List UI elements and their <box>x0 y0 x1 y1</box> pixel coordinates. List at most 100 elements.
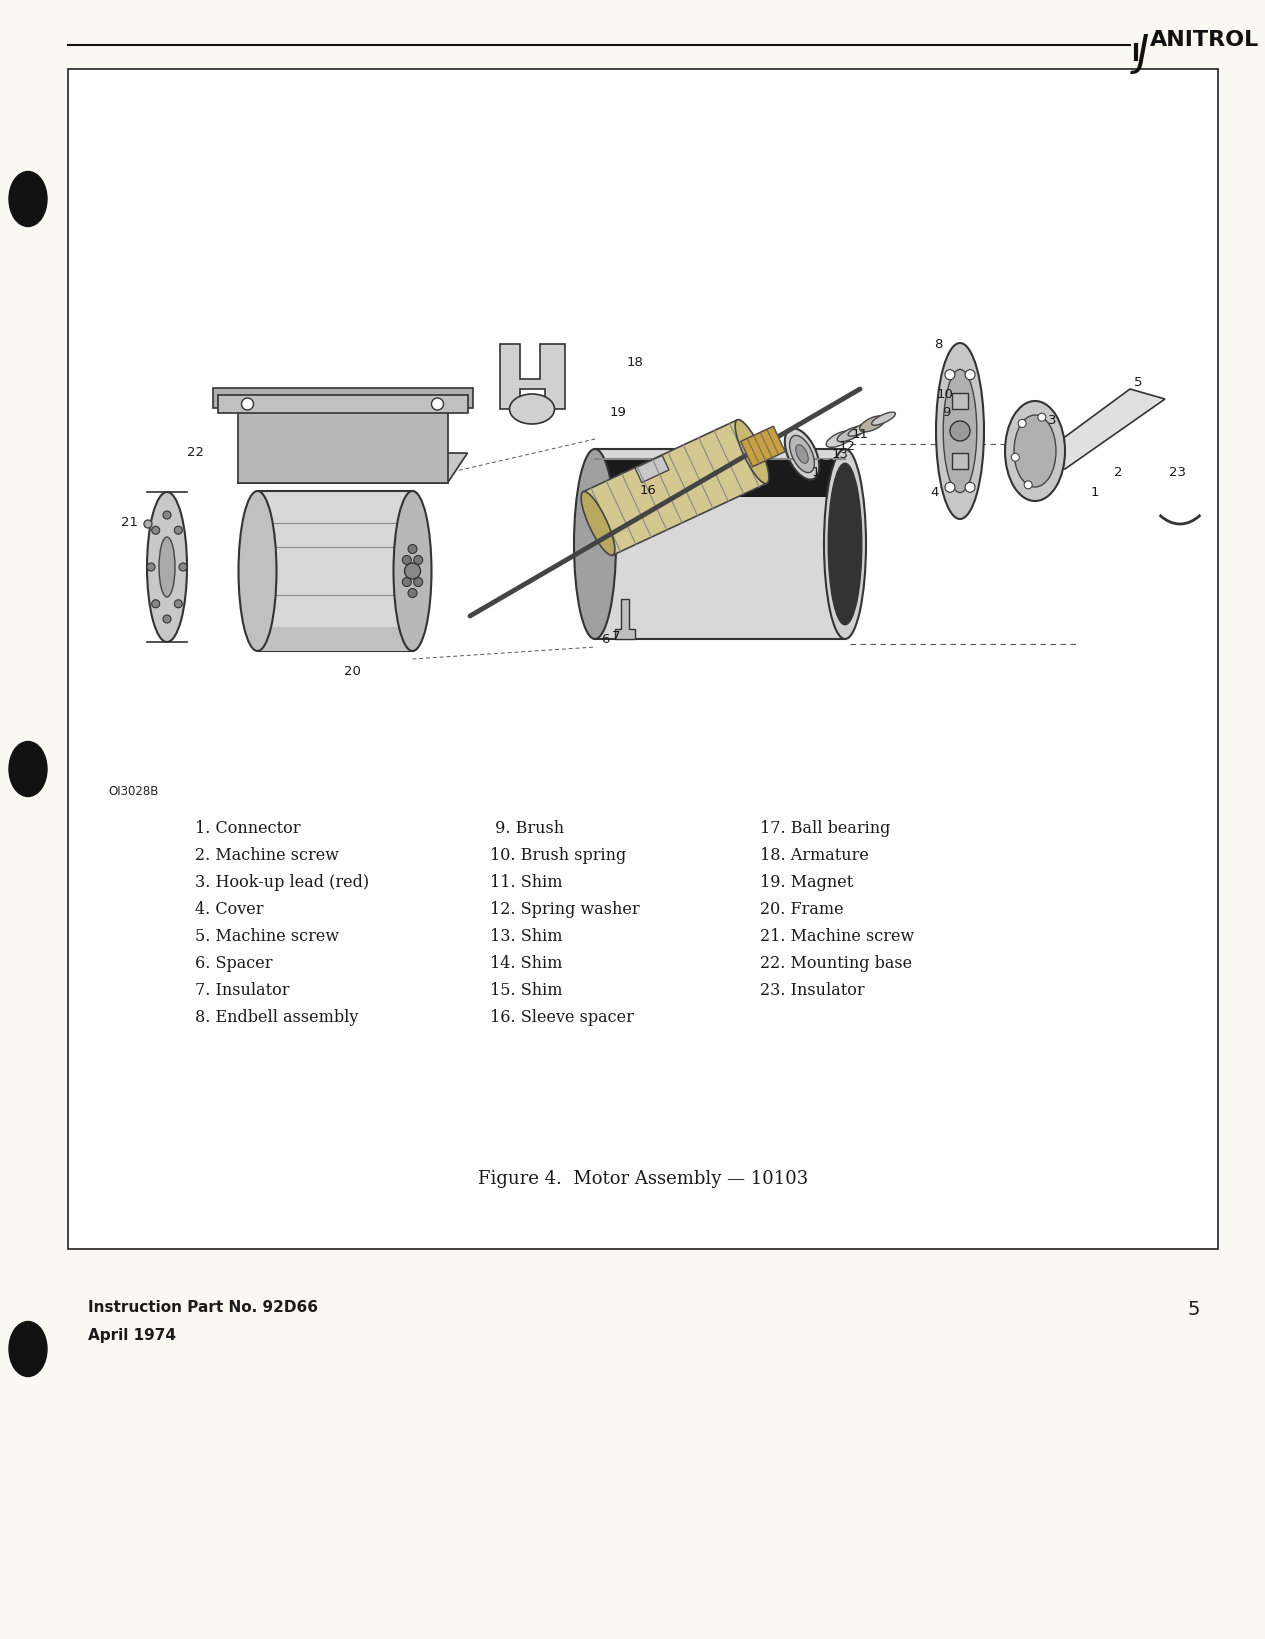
Text: 3. Hook-up lead (red): 3. Hook-up lead (red) <box>195 874 369 890</box>
Text: OI3028B: OI3028B <box>108 785 158 798</box>
Bar <box>595 449 845 639</box>
Text: 22: 22 <box>186 446 204 459</box>
Bar <box>953 393 968 410</box>
Text: 9. Brush: 9. Brush <box>490 820 564 836</box>
Text: 8: 8 <box>934 338 942 351</box>
Polygon shape <box>583 421 767 556</box>
Text: 7. Insulator: 7. Insulator <box>195 982 290 998</box>
Ellipse shape <box>784 429 820 480</box>
Text: 6: 6 <box>601 633 610 646</box>
Text: 21. Machine screw: 21. Machine screw <box>760 928 915 944</box>
Polygon shape <box>238 454 468 484</box>
Polygon shape <box>1035 390 1165 470</box>
Bar <box>68 70 1218 1249</box>
Text: 1: 1 <box>1090 485 1099 498</box>
Ellipse shape <box>837 426 865 443</box>
Ellipse shape <box>510 395 554 425</box>
Ellipse shape <box>9 742 47 797</box>
Text: 22. Mounting base: 22. Mounting base <box>760 954 912 972</box>
Text: 12: 12 <box>839 439 855 452</box>
Text: 2: 2 <box>1113 465 1122 479</box>
Ellipse shape <box>147 493 187 642</box>
Text: 17: 17 <box>777 475 793 488</box>
Text: April 1974: April 1974 <box>89 1328 176 1342</box>
Circle shape <box>242 398 253 411</box>
Ellipse shape <box>1015 416 1056 488</box>
Circle shape <box>175 600 182 608</box>
Ellipse shape <box>944 370 977 493</box>
Text: 12. Spring washer: 12. Spring washer <box>490 900 640 918</box>
Circle shape <box>965 370 975 380</box>
Text: 16. Sleeve spacer: 16. Sleeve spacer <box>490 1008 634 1026</box>
Text: 2. Machine screw: 2. Machine screw <box>195 846 339 864</box>
Text: 15. Shim: 15. Shim <box>490 982 563 998</box>
Ellipse shape <box>826 431 854 447</box>
Ellipse shape <box>239 492 277 652</box>
Text: 14: 14 <box>817 459 835 472</box>
Text: 18. Armature: 18. Armature <box>760 846 869 864</box>
Ellipse shape <box>574 449 616 639</box>
Circle shape <box>163 616 171 623</box>
Polygon shape <box>213 388 473 408</box>
Ellipse shape <box>848 423 875 438</box>
Text: 6. Spacer: 6. Spacer <box>195 954 272 972</box>
Ellipse shape <box>144 521 152 529</box>
Text: 10: 10 <box>936 388 954 402</box>
Circle shape <box>1025 482 1032 490</box>
Text: 16: 16 <box>640 484 657 497</box>
Circle shape <box>965 484 975 493</box>
Circle shape <box>180 564 187 572</box>
Text: 10. Brush spring: 10. Brush spring <box>490 846 626 864</box>
Polygon shape <box>218 395 468 413</box>
Circle shape <box>175 526 182 534</box>
Text: 8. Endbell assembly: 8. Endbell assembly <box>195 1008 358 1026</box>
Text: 1. Connector: 1. Connector <box>195 820 301 836</box>
Bar <box>595 459 845 497</box>
Text: 13. Shim: 13. Shim <box>490 928 563 944</box>
Text: ANITROL: ANITROL <box>1150 30 1259 49</box>
Ellipse shape <box>581 492 615 556</box>
Text: 5: 5 <box>1188 1300 1200 1318</box>
Ellipse shape <box>796 446 808 464</box>
Circle shape <box>409 588 417 598</box>
Ellipse shape <box>735 420 769 484</box>
Circle shape <box>152 600 159 608</box>
Circle shape <box>1018 420 1026 428</box>
Ellipse shape <box>824 449 867 639</box>
Circle shape <box>402 556 411 565</box>
Text: 20: 20 <box>344 665 361 679</box>
Polygon shape <box>238 403 448 484</box>
Text: 23: 23 <box>1170 465 1187 479</box>
Text: 19: 19 <box>610 405 626 418</box>
Text: $\mathit{J}$: $\mathit{J}$ <box>1130 33 1150 75</box>
Text: 15: 15 <box>812 465 829 479</box>
Text: 13: 13 <box>831 447 849 461</box>
Text: 23. Insulator: 23. Insulator <box>760 982 864 998</box>
Text: 11: 11 <box>851 428 869 441</box>
Text: 4. Cover: 4. Cover <box>195 900 263 918</box>
Bar <box>953 454 968 470</box>
Ellipse shape <box>860 416 885 433</box>
Polygon shape <box>500 344 565 410</box>
Text: 17. Ball bearing: 17. Ball bearing <box>760 820 891 836</box>
Text: 20. Frame: 20. Frame <box>760 900 844 918</box>
Circle shape <box>1037 415 1046 421</box>
Ellipse shape <box>936 344 984 520</box>
Ellipse shape <box>159 538 175 598</box>
Text: 7: 7 <box>612 629 620 642</box>
Polygon shape <box>635 456 669 484</box>
Text: 11. Shim: 11. Shim <box>490 874 563 890</box>
Text: 4: 4 <box>931 485 939 498</box>
Text: 5: 5 <box>1133 375 1142 388</box>
Ellipse shape <box>9 1321 47 1377</box>
Text: 5. Machine screw: 5. Machine screw <box>195 928 339 944</box>
Ellipse shape <box>789 436 815 474</box>
Text: 3: 3 <box>1047 413 1056 426</box>
Ellipse shape <box>9 172 47 228</box>
Circle shape <box>147 564 156 572</box>
Text: Instruction Part No. 92D66: Instruction Part No. 92D66 <box>89 1300 318 1314</box>
Text: 9: 9 <box>942 405 950 418</box>
Circle shape <box>152 526 159 534</box>
Polygon shape <box>615 600 635 639</box>
Bar <box>258 492 412 652</box>
